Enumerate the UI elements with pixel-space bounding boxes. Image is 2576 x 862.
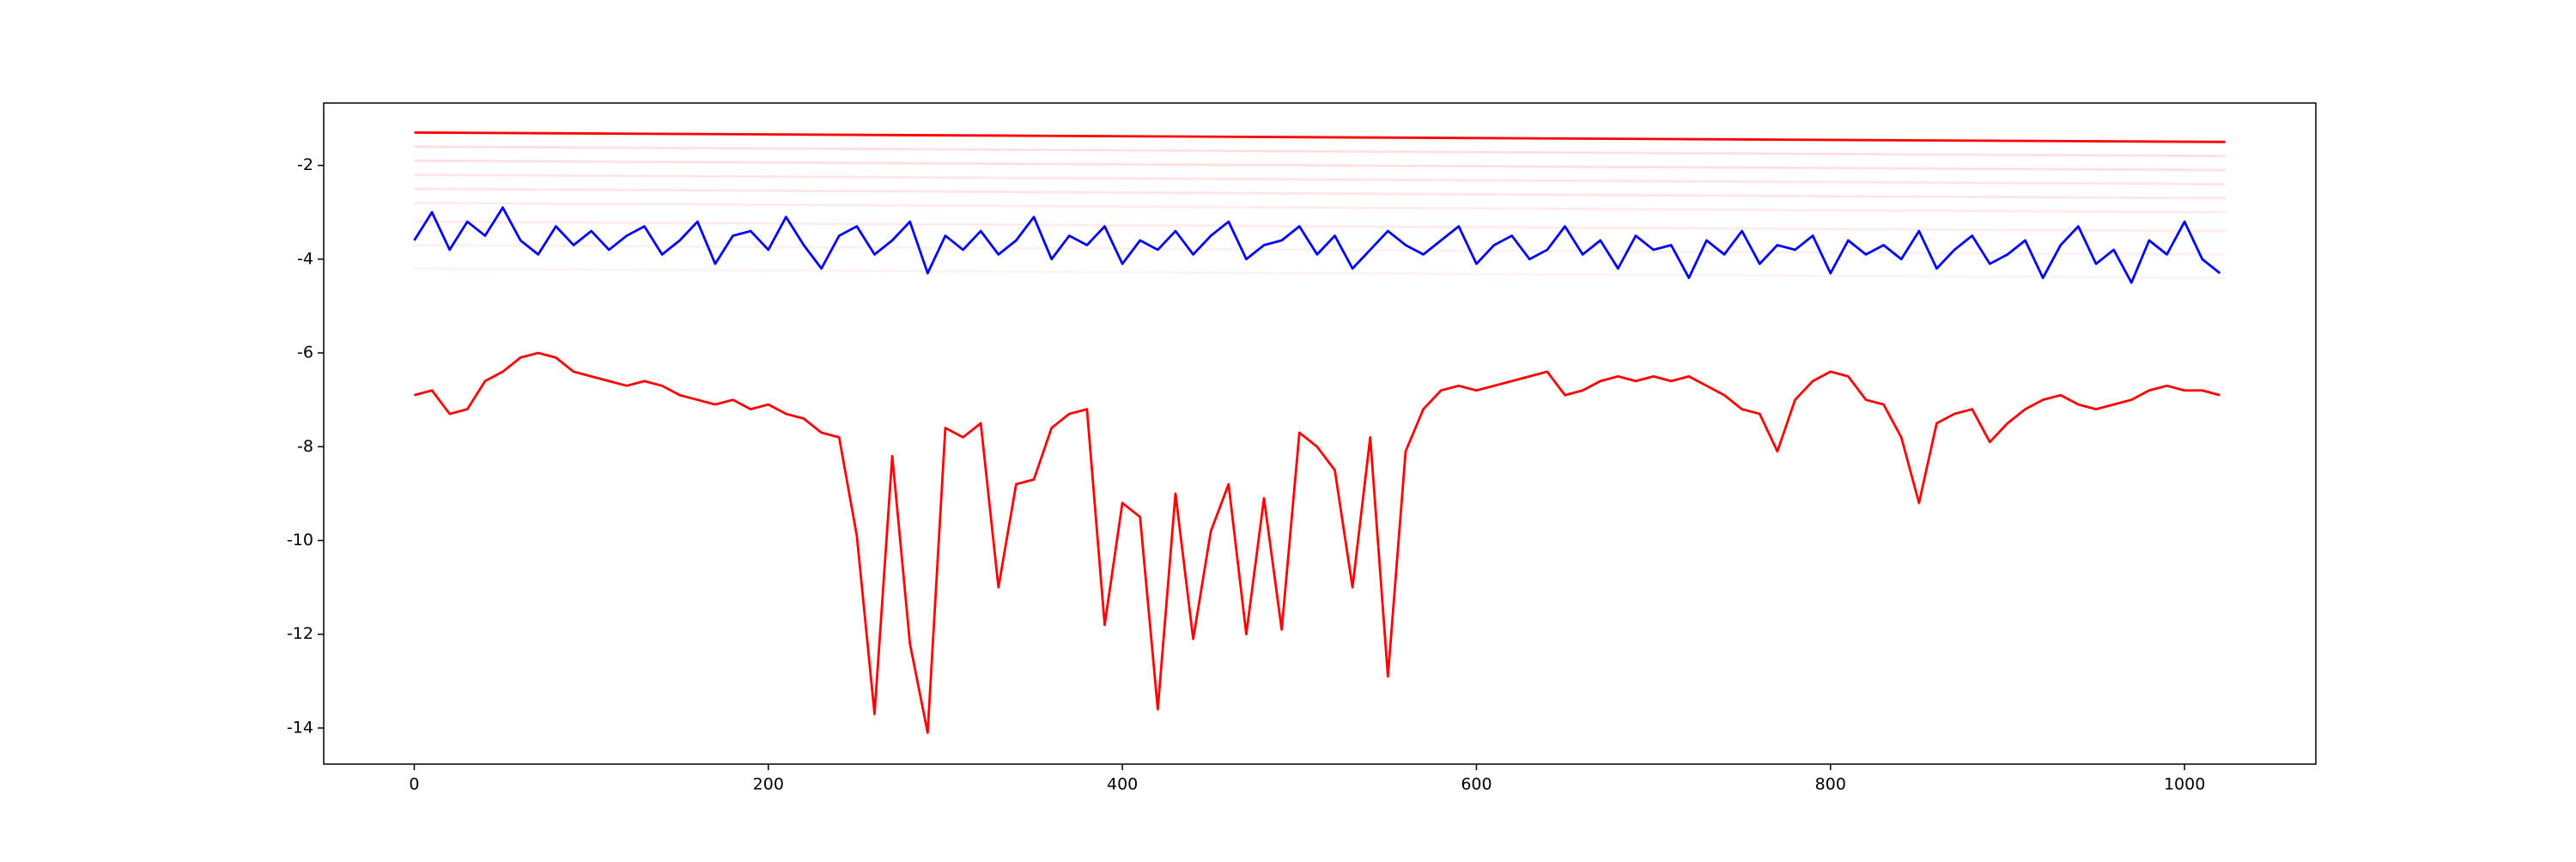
y-tick-label: -8 <box>297 437 313 456</box>
data-line <box>414 201 2226 214</box>
data-line <box>413 206 2221 284</box>
data-line <box>414 173 2226 185</box>
data-line <box>414 244 2226 256</box>
y-tick-label: -4 <box>297 249 313 268</box>
x-tick-label: 1000 <box>2164 775 2205 794</box>
x-tick-label: 600 <box>1461 775 1492 794</box>
x-tick-label: 800 <box>1815 775 1846 794</box>
y-tick-label: -2 <box>297 155 313 174</box>
y-tick-label: -12 <box>287 624 313 643</box>
data-line <box>414 131 2226 143</box>
plot-frame <box>323 102 2317 765</box>
data-line <box>414 267 2226 280</box>
data-line <box>414 159 2226 172</box>
data-line <box>414 145 2226 158</box>
y-tick-label: -10 <box>287 531 313 549</box>
x-tick-label: 200 <box>753 775 784 794</box>
x-tick-label: 400 <box>1107 775 1138 794</box>
y-tick-label: -14 <box>287 718 313 737</box>
data-line <box>414 187 2226 200</box>
y-tick-label: -6 <box>297 343 313 362</box>
data-line <box>414 351 2221 734</box>
x-tick-label: 0 <box>409 775 419 794</box>
data-line <box>414 220 2226 233</box>
